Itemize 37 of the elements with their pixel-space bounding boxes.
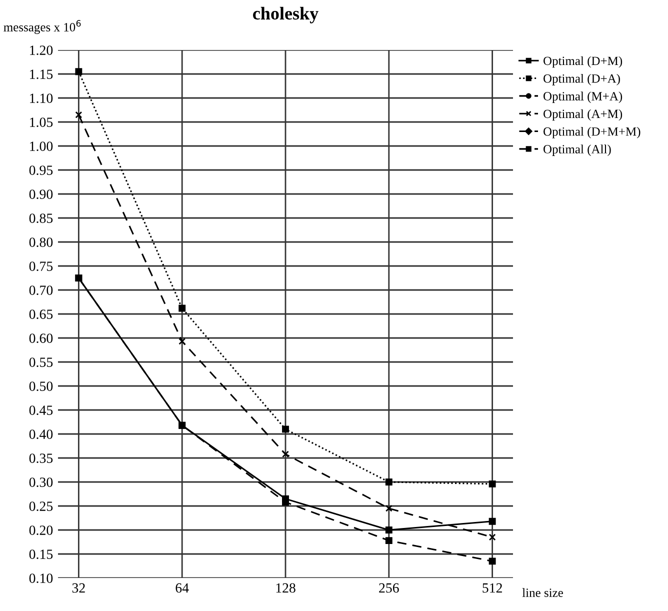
- y-tick-label: 0.35: [29, 454, 53, 464]
- x-tick-label: 256: [379, 583, 399, 593]
- x-tick-label: 32: [72, 583, 85, 593]
- x-axis-title: line size: [522, 588, 563, 597]
- y-tick-label: 1.10: [30, 94, 53, 104]
- y-tick-label: 0.55: [29, 358, 53, 368]
- y-tick-label: 0.20: [29, 526, 53, 536]
- y-tick-label: 0.45: [29, 406, 53, 416]
- y-tick-label: 0.50: [29, 382, 53, 392]
- legend-label: Optimal (M+A): [544, 92, 622, 103]
- y-tick-label: 0.90: [29, 190, 53, 200]
- legend-label: Optimal (All): [544, 144, 611, 156]
- y-tick-label: 0.70: [29, 286, 53, 296]
- x-tick-label: 128: [276, 583, 296, 593]
- y-tick-label: 0.10: [29, 574, 53, 584]
- y-axis-title: messages x 10$^{6}$: [4, 20, 81, 34]
- y-tick-label: 0.65: [29, 310, 53, 320]
- y-tick-label: 1.15: [30, 70, 53, 80]
- x-tick-label: 512: [482, 583, 502, 593]
- y-tick-label: 0.15: [29, 550, 53, 560]
- y-tick-label: 0.60: [29, 334, 53, 344]
- x-tick-label: 64: [176, 583, 189, 593]
- y-tick-label: 1.05: [30, 118, 53, 128]
- y-tick-label: 0.80: [29, 238, 53, 248]
- legend-label: Optimal (D+M): [544, 56, 622, 68]
- y-tick-label: 1.20: [30, 46, 53, 56]
- y-tick-label: 1.00: [30, 142, 53, 152]
- legend-label: Optimal (D+M+M): [544, 126, 640, 138]
- y-tick-label: 0.25: [29, 502, 53, 512]
- y-tick-label: 0.40: [29, 430, 53, 440]
- y-tick-label: 0.75: [29, 262, 53, 272]
- y-tick-label: 0.95: [29, 166, 53, 176]
- legend-label: Optimal (D+A): [544, 74, 620, 86]
- chart-title: cholesky: [253, 6, 318, 24]
- legend-label: Optimal (A+M): [544, 109, 622, 121]
- y-tick-label: 0.30: [29, 478, 53, 488]
- y-tick-label: 0.85: [29, 214, 53, 224]
